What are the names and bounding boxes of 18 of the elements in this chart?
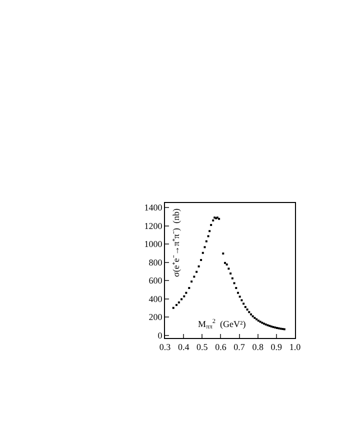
y-tick-label: 200 xyxy=(148,312,163,322)
y-tick-label: 800 xyxy=(148,257,163,268)
x-tick-label: 0.9 xyxy=(270,342,283,352)
x-tick-label: 0.8 xyxy=(252,342,264,352)
x-tick-label: 0.4 xyxy=(178,342,190,352)
y-tick-label: 0 xyxy=(158,330,163,340)
y-tick-label: 1400 xyxy=(144,202,163,213)
y-tick-label: 1200 xyxy=(144,220,163,231)
x-tick-label: 0.3 xyxy=(159,342,172,352)
x-tick-label: 0.7 xyxy=(234,342,246,352)
x-tick-label: 0.6 xyxy=(215,342,227,352)
y-tick-label: 600 xyxy=(148,276,163,286)
y-tick-label: 400 xyxy=(148,294,163,304)
y-axis-title: σ(e⁺e⁻→π⁺π⁻) (nb) xyxy=(170,208,181,277)
x-tick-label: 0.5 xyxy=(196,342,208,352)
x-tick-label: 1.0 xyxy=(289,342,302,352)
y-tick-label: 1000 xyxy=(144,239,163,250)
x-axis-title: M$_{ππ}$$^{2}$ (GeV²) xyxy=(198,318,246,331)
